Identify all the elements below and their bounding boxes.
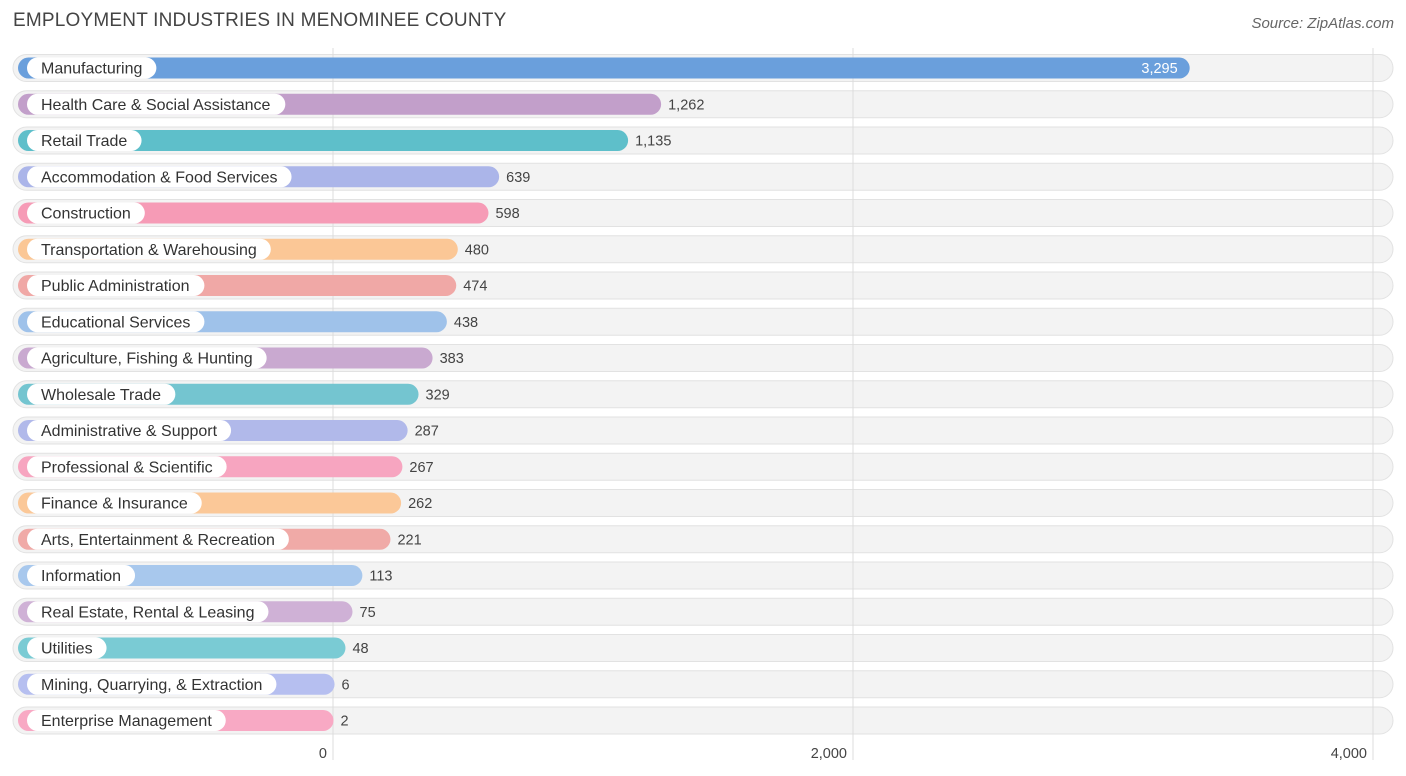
category-label-pill: [27, 637, 107, 659]
value-label: 329: [426, 387, 450, 403]
value-label: 3,295: [1141, 61, 1177, 77]
category-label: Real Estate, Rental & Leasing: [41, 604, 254, 621]
category-label: Finance & Insurance: [41, 496, 188, 513]
category-label: Transportation & Warehousing: [41, 242, 257, 259]
value-label: 221: [397, 532, 421, 548]
category-label-pill: [27, 275, 205, 296]
category-label-pill: [27, 57, 157, 79]
category-label: Enterprise Management: [41, 713, 212, 730]
category-label-pill: [27, 130, 142, 151]
x-tick-label: 4,000: [1331, 746, 1367, 762]
row-track: [12, 634, 1394, 662]
category-label-pill: [27, 420, 232, 441]
value-label: 75: [360, 605, 376, 621]
category-label: Health Care & Social Assistance: [41, 97, 271, 114]
value-label: 287: [415, 424, 439, 440]
category-label: Utilities: [41, 641, 93, 658]
value-label: 438: [454, 315, 478, 331]
category-label: Mining, Quarrying, & Extraction: [41, 677, 262, 694]
value-label: 598: [495, 206, 519, 222]
value-label: 267: [409, 460, 433, 476]
bar: [18, 130, 629, 151]
category-label: Public Administration: [41, 278, 190, 295]
value-label: 383: [440, 351, 464, 367]
value-label: 1,135: [635, 134, 671, 150]
row-track: [12, 597, 1394, 626]
category-label-pill: [27, 710, 226, 731]
value-label: 113: [369, 569, 392, 585]
category-label-pill: [27, 238, 271, 260]
category-label: Agriculture, Fishing & Hunting: [41, 351, 253, 368]
source-label: Source: ZipAtlas.com: [1251, 15, 1394, 32]
x-tick-label: 2,000: [811, 746, 847, 762]
value-label: 6: [342, 677, 350, 693]
category-label-pill: [27, 202, 145, 224]
row-track: [12, 706, 1394, 735]
bar: [18, 57, 1190, 79]
category-label: Administrative & Support: [41, 423, 218, 440]
category-label: Wholesale Trade: [41, 387, 161, 404]
category-label-pill: [27, 347, 267, 369]
category-label: Educational Services: [41, 314, 190, 331]
chart-title: EMPLOYMENT INDUSTRIES IN MENOMINEE COUNT…: [13, 10, 507, 31]
category-label-pill: [27, 673, 277, 695]
bars: Manufacturing 3,295 Health Care & Social A…: [18, 57, 1190, 731]
value-label: 48: [352, 641, 368, 657]
category-label: Retail Trade: [41, 133, 127, 150]
category-label-pill: [27, 456, 227, 478]
value-label: 2: [341, 714, 349, 730]
value-label: 262: [408, 496, 432, 512]
row-track: [12, 670, 1394, 699]
category-label: Manufacturing: [41, 61, 142, 78]
category-label-pill: [27, 528, 289, 550]
category-label: Arts, Entertainment & Recreation: [41, 532, 275, 549]
category-label: Construction: [41, 206, 131, 223]
category-label-pill: [27, 492, 202, 514]
x-axis: 0 2,000 4,000: [319, 746, 1367, 762]
value-label: 480: [465, 242, 489, 258]
category-label-pill: [27, 166, 292, 188]
category-label-pill: [27, 93, 286, 115]
category-label: Professional & Scientific: [41, 459, 213, 476]
value-label: 474: [463, 279, 487, 295]
category-label: Accommodation & Food Services: [41, 169, 278, 186]
category-label-pill: [27, 383, 176, 405]
value-label: 1,262: [668, 97, 704, 113]
category-label-pill: [27, 565, 136, 586]
x-tick-label: 0: [319, 746, 327, 762]
category-label-pill: [27, 311, 205, 333]
value-label: 639: [506, 170, 530, 186]
category-label: Information: [41, 568, 121, 585]
category-label-pill: [27, 601, 269, 623]
